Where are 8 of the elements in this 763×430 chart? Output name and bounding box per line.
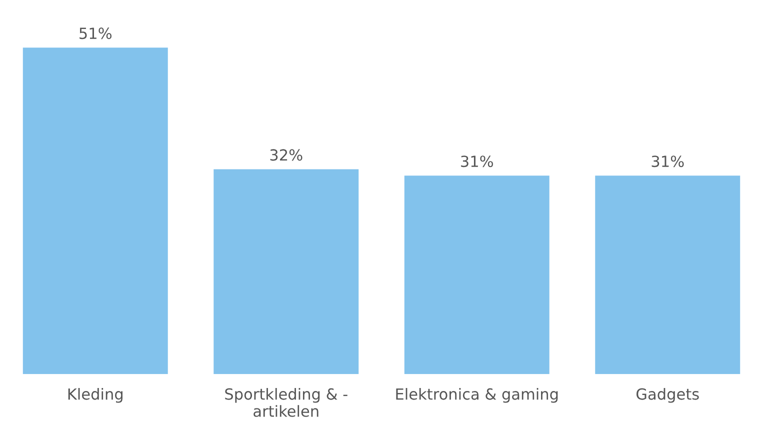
- data-label: 51%: [80, 28, 112, 40]
- data-label: 32%: [270, 149, 302, 161]
- data-label: 31%: [652, 156, 684, 168]
- x-tick-label: Kleding: [68, 388, 122, 403]
- x-tick-label: Sportkleding & - artikelen: [225, 388, 348, 417]
- x-tick-label: Gadgets: [636, 388, 699, 403]
- x-tick-label: Elektronica & gaming: [396, 388, 558, 403]
- data-label: 31%: [461, 156, 494, 168]
